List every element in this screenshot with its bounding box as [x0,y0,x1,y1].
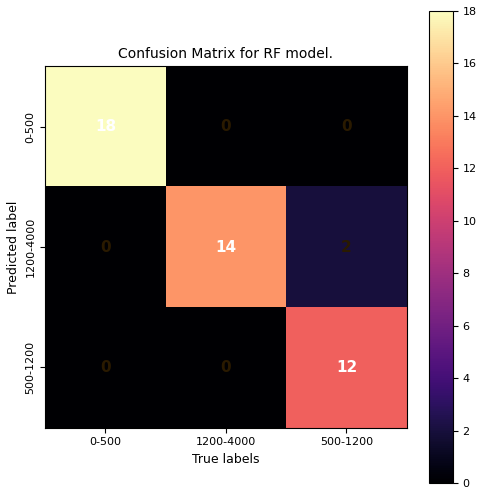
Y-axis label: Predicted label: Predicted label [7,200,20,294]
Title: Confusion Matrix for RF model.: Confusion Matrix for RF model. [118,47,334,61]
Text: 0: 0 [100,360,111,375]
Text: 18: 18 [95,119,116,134]
Text: 12: 12 [336,360,357,375]
Text: 0: 0 [341,119,352,134]
Text: 0: 0 [100,240,111,254]
X-axis label: True labels: True labels [192,453,260,466]
Text: 0: 0 [221,360,231,375]
Text: 0: 0 [221,119,231,134]
Text: 2: 2 [341,240,352,254]
Text: 14: 14 [215,240,236,254]
